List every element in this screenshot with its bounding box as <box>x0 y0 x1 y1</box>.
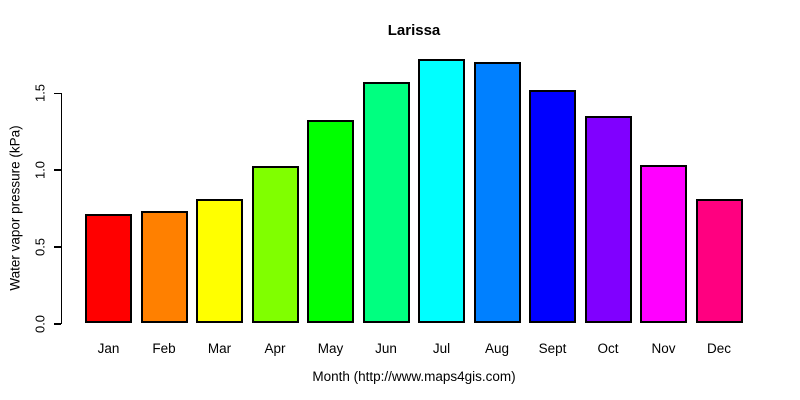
x-axis-tick-label-aug: Aug <box>484 341 510 356</box>
x-axis-tick-label-jul: Jul <box>432 341 451 356</box>
y-axis-tick-label: 1.0 <box>32 161 48 180</box>
y-axis-tick <box>53 246 61 248</box>
bar-sept <box>529 89 576 323</box>
y-axis-line <box>60 92 62 325</box>
x-axis-tick-label-nov: Nov <box>651 341 676 356</box>
bar-jan <box>85 213 132 323</box>
bar-oct <box>584 115 632 323</box>
y-axis-tick <box>53 169 61 171</box>
x-axis-tick-label-jan: Jan <box>97 341 120 356</box>
y-axis-tick-label: 0.0 <box>32 314 48 333</box>
x-axis-label: Month (http://www.maps4gis.com) <box>312 369 516 384</box>
bar-aug <box>473 61 521 323</box>
bar-nov <box>640 164 687 323</box>
x-axis-tick-label-feb: Feb <box>152 341 176 356</box>
x-axis-tick-label-oct: Oct <box>597 341 619 356</box>
x-axis-tick-label-apr: Apr <box>264 341 286 356</box>
y-axis-tick <box>53 323 61 325</box>
y-axis-tick-label: 0.5 <box>32 237 48 256</box>
y-axis-tick <box>53 92 61 95</box>
bar-may <box>307 120 354 323</box>
bar-jun <box>362 81 410 323</box>
bar-mar <box>196 198 243 323</box>
chart-title: Larissa <box>387 22 441 39</box>
bar-jul <box>418 58 465 323</box>
x-axis-tick-label-may: May <box>317 341 344 356</box>
x-axis-tick-label-sept: Sept <box>538 341 567 356</box>
bar-feb <box>140 210 188 323</box>
y-axis-label: Water vapor pressure (kPa) <box>7 125 23 291</box>
y-axis-tick-label: 1.5 <box>32 84 48 103</box>
x-axis-tick-label-dec: Dec <box>706 341 732 356</box>
x-axis-tick-label-mar: Mar <box>207 341 232 356</box>
bar-apr <box>251 166 299 323</box>
x-axis-tick-label-jun: Jun <box>375 341 397 356</box>
bar-dec <box>695 198 743 323</box>
